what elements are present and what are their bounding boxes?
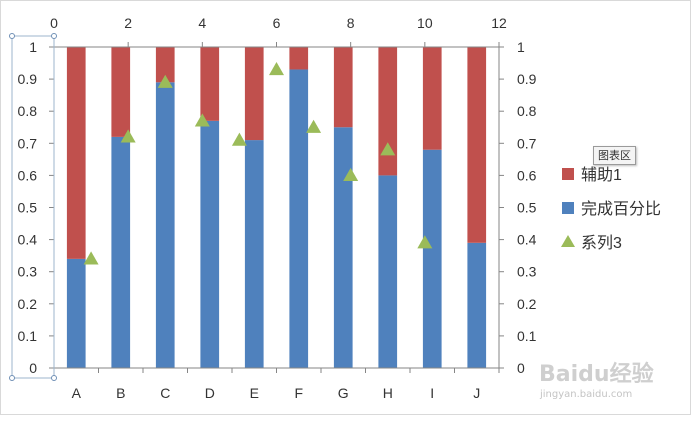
left-y-tick-label: 0.5	[18, 200, 38, 216]
bar-helper-C	[155, 47, 175, 83]
bar-helper-H	[378, 47, 398, 176]
marker-triangle-4	[194, 113, 210, 127]
category-label-B: B	[116, 385, 125, 401]
bar-helper-A	[66, 47, 86, 259]
marker-triangle-8	[343, 167, 359, 182]
right-y-tick-label: 0.1	[517, 328, 537, 344]
bar-completion-I	[422, 149, 442, 368]
marker-triangle-5	[231, 132, 247, 146]
watermark-logo: Baidu经验	[539, 362, 654, 387]
bar-completion-D	[200, 120, 220, 368]
right-y-tick-label: 1	[517, 39, 525, 55]
left-y-tick-label: 0.2	[18, 296, 38, 312]
marker-triangle-6	[269, 61, 284, 76]
category-label-D: D	[205, 385, 215, 401]
bar-completion-B	[111, 136, 131, 368]
left-y-tick-label: 0.7	[18, 135, 38, 151]
top-x-tick-label: 8	[347, 15, 355, 31]
left-y-tick-label: 0.3	[18, 264, 38, 280]
selection-handle	[9, 375, 15, 381]
right-y-tick-label: 0.3	[517, 264, 537, 280]
left-y-tick-label: 0.9	[18, 71, 38, 87]
right-y-tick-label: 0.8	[517, 103, 537, 119]
bar-helper-G	[333, 47, 353, 128]
left-y-tick-label: 1	[29, 39, 37, 55]
top-x-tick-label: 4	[198, 15, 206, 31]
bar-helper-B	[111, 47, 131, 137]
top-x-tick-label: 6	[273, 15, 281, 31]
marker-triangle-2	[120, 129, 136, 143]
left-y-tick-label: 0.4	[18, 232, 38, 248]
top-x-tick-label: 12	[491, 15, 507, 31]
category-label-A: A	[72, 385, 82, 401]
bar-completion-A	[66, 258, 86, 368]
bar-helper-F	[289, 47, 309, 70]
legend-swatch-completion	[562, 202, 574, 214]
bar-completion-F	[289, 69, 309, 368]
category-label-G: G	[338, 385, 349, 401]
right-y-tick-label: 0.6	[517, 167, 537, 183]
right-y-tick-label: 0.7	[517, 135, 537, 151]
category-label-F: F	[294, 385, 303, 401]
watermark-url: jingyan.baidu.com	[540, 389, 633, 400]
watermark: Baidu经验 jingyan.baidu.com	[535, 352, 685, 410]
bar-helper-D	[200, 47, 220, 121]
top-x-tick-label: 10	[417, 15, 433, 31]
left-y-tick-label: 0	[29, 360, 37, 376]
right-y-tick-label: 0.4	[517, 232, 537, 248]
bar-completion-E	[244, 140, 264, 368]
category-label-C: C	[160, 385, 170, 401]
selection-handle	[51, 33, 57, 39]
category-label-E: E	[250, 385, 259, 401]
legend-label-2: 完成百分比	[581, 200, 661, 218]
top-x-tick-label: 2	[124, 15, 132, 31]
right-y-tick-label: 0	[517, 360, 525, 376]
axis-selection-frame	[11, 35, 55, 379]
bar-helper-E	[244, 47, 264, 141]
category-label-J: J	[473, 385, 480, 401]
marker-triangle-3	[157, 74, 173, 88]
left-y-tick-label: 0.6	[18, 167, 38, 183]
legend-label-1: 辅助1	[581, 166, 622, 184]
legend-marker-series3	[561, 235, 575, 247]
marker-triangle-1	[83, 251, 99, 265]
category-label-H: H	[383, 385, 393, 401]
marker-triangle-7	[306, 119, 322, 133]
bar-helper-J	[467, 47, 487, 243]
selection-handle	[51, 375, 57, 381]
bar-completion-H	[378, 175, 398, 368]
left-y-tick-label: 0.8	[18, 103, 38, 119]
bar-helper-I	[422, 47, 442, 150]
category-label-I: I	[430, 385, 434, 401]
legend-swatch-helper	[562, 168, 574, 180]
marker-triangle-9	[380, 142, 396, 156]
legend-label-3: 系列3	[581, 234, 622, 252]
selection-handle	[9, 33, 15, 39]
right-y-tick-label: 0.9	[517, 71, 537, 87]
bar-completion-G	[333, 127, 353, 368]
right-y-tick-label: 0.2	[517, 296, 537, 312]
top-x-tick-label: 0	[50, 15, 58, 31]
marker-triangle-10	[417, 235, 433, 249]
bar-completion-C	[155, 82, 175, 368]
chart-area-tooltip: 图表区	[593, 146, 636, 165]
bar-completion-J	[467, 242, 487, 368]
left-y-tick-label: 0.1	[18, 328, 38, 344]
right-y-tick-label: 0.5	[517, 200, 537, 216]
